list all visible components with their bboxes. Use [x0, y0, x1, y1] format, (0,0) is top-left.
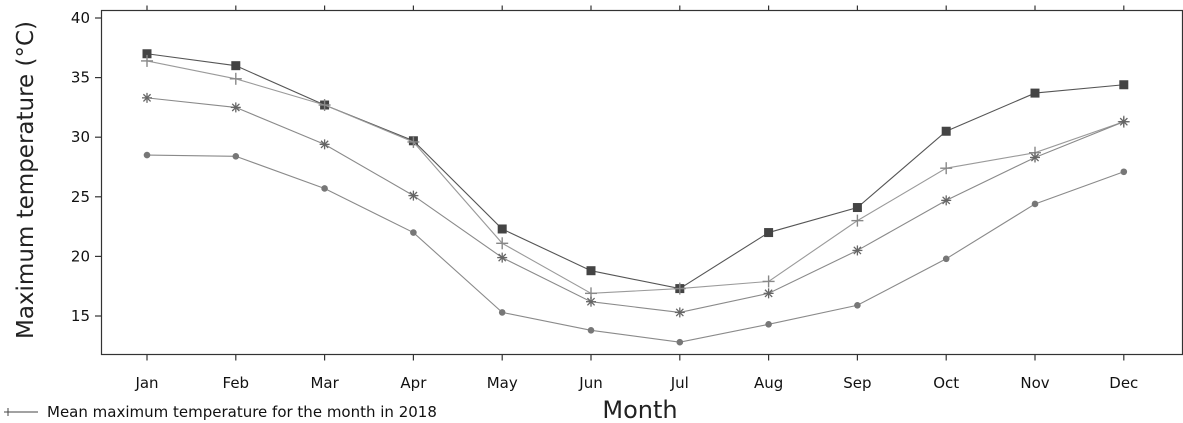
- data-point: [319, 139, 330, 150]
- data-point: [497, 252, 508, 263]
- x-tick-label: Dec: [1109, 374, 1138, 392]
- data-point: [410, 229, 417, 236]
- plot-area: [100, 9, 1183, 356]
- data-point: [763, 288, 774, 299]
- x-tick-label: Jun: [578, 374, 602, 392]
- legend-label: Mean maximum temperature for the month i…: [47, 403, 437, 421]
- x-tick-label: Jan: [134, 374, 158, 392]
- data-point: [230, 102, 241, 113]
- x-tick-label: Jul: [670, 374, 689, 392]
- x-tick-label: Feb: [223, 374, 250, 392]
- data-point: [318, 99, 331, 112]
- data-point: [851, 214, 864, 227]
- x-tick-label: Sep: [843, 374, 871, 392]
- y-tick-label: 40: [71, 9, 90, 27]
- data-point: [674, 307, 685, 318]
- series-line: [146, 154, 1124, 343]
- data-point: [1031, 200, 1039, 208]
- data-point: [1030, 88, 1040, 98]
- data-point: [941, 126, 951, 136]
- x-tick-label: Nov: [1020, 374, 1049, 392]
- series-1: [142, 49, 1129, 294]
- data-point: [676, 338, 684, 346]
- data-point: [232, 152, 240, 160]
- x-tick-label: Mar: [310, 374, 339, 392]
- data-point: [497, 224, 507, 234]
- x-tick-label: Aug: [754, 374, 783, 392]
- x-axis-label: Month: [602, 396, 677, 423]
- y-tick-label: 25: [71, 188, 90, 206]
- data-point: [762, 275, 775, 288]
- data-point: [496, 237, 509, 250]
- data-point: [321, 185, 328, 192]
- x-tick-label: Apr: [400, 374, 427, 392]
- data-point: [586, 296, 596, 307]
- data-point: [142, 49, 152, 59]
- data-point: [143, 151, 151, 159]
- y-tick-label: 20: [71, 247, 90, 265]
- data-point: [852, 245, 863, 256]
- data-point: [940, 162, 953, 175]
- data-point: [1120, 168, 1128, 176]
- data-point: [673, 282, 686, 295]
- y-axis-label: Maximum temperature (°C): [13, 21, 39, 339]
- series-line: [146, 53, 1124, 290]
- data-point: [942, 255, 950, 263]
- series-layer: [141, 49, 1130, 346]
- x-tick-label: May: [487, 374, 518, 392]
- data-point: [1030, 152, 1040, 163]
- data-point: [854, 301, 861, 309]
- data-point: [1119, 80, 1129, 90]
- legend: Mean maximum temperature for the month i…: [4, 403, 437, 421]
- y-tick-label: 30: [71, 128, 90, 146]
- data-point: [408, 190, 419, 201]
- data-point: [587, 327, 595, 334]
- series-2: [141, 54, 1130, 300]
- data-point: [764, 228, 774, 238]
- y-tick-label: 35: [71, 69, 90, 87]
- series-3: [142, 92, 1129, 318]
- series-line: [146, 97, 1125, 313]
- data-point: [498, 309, 506, 316]
- x-tick-label: Oct: [933, 374, 959, 392]
- data-point: [231, 61, 241, 71]
- y-tick-label: 15: [71, 307, 90, 325]
- data-point: [941, 195, 952, 206]
- data-point: [407, 135, 420, 148]
- data-point: [586, 266, 596, 276]
- x-axis: Jan Feb Mar Apr May Jun Jul Aug Sep Oct Nov Dec: [134, 5, 1138, 392]
- data-point: [1118, 116, 1129, 127]
- data-point: [229, 72, 242, 85]
- data-point: [765, 321, 772, 328]
- series-line: [146, 60, 1124, 294]
- series-4: [143, 151, 1128, 346]
- data-point: [852, 203, 862, 213]
- data-point: [141, 54, 153, 67]
- y-axis: 15 20 25 30 35 40: [71, 9, 102, 325]
- data-point: [142, 92, 152, 103]
